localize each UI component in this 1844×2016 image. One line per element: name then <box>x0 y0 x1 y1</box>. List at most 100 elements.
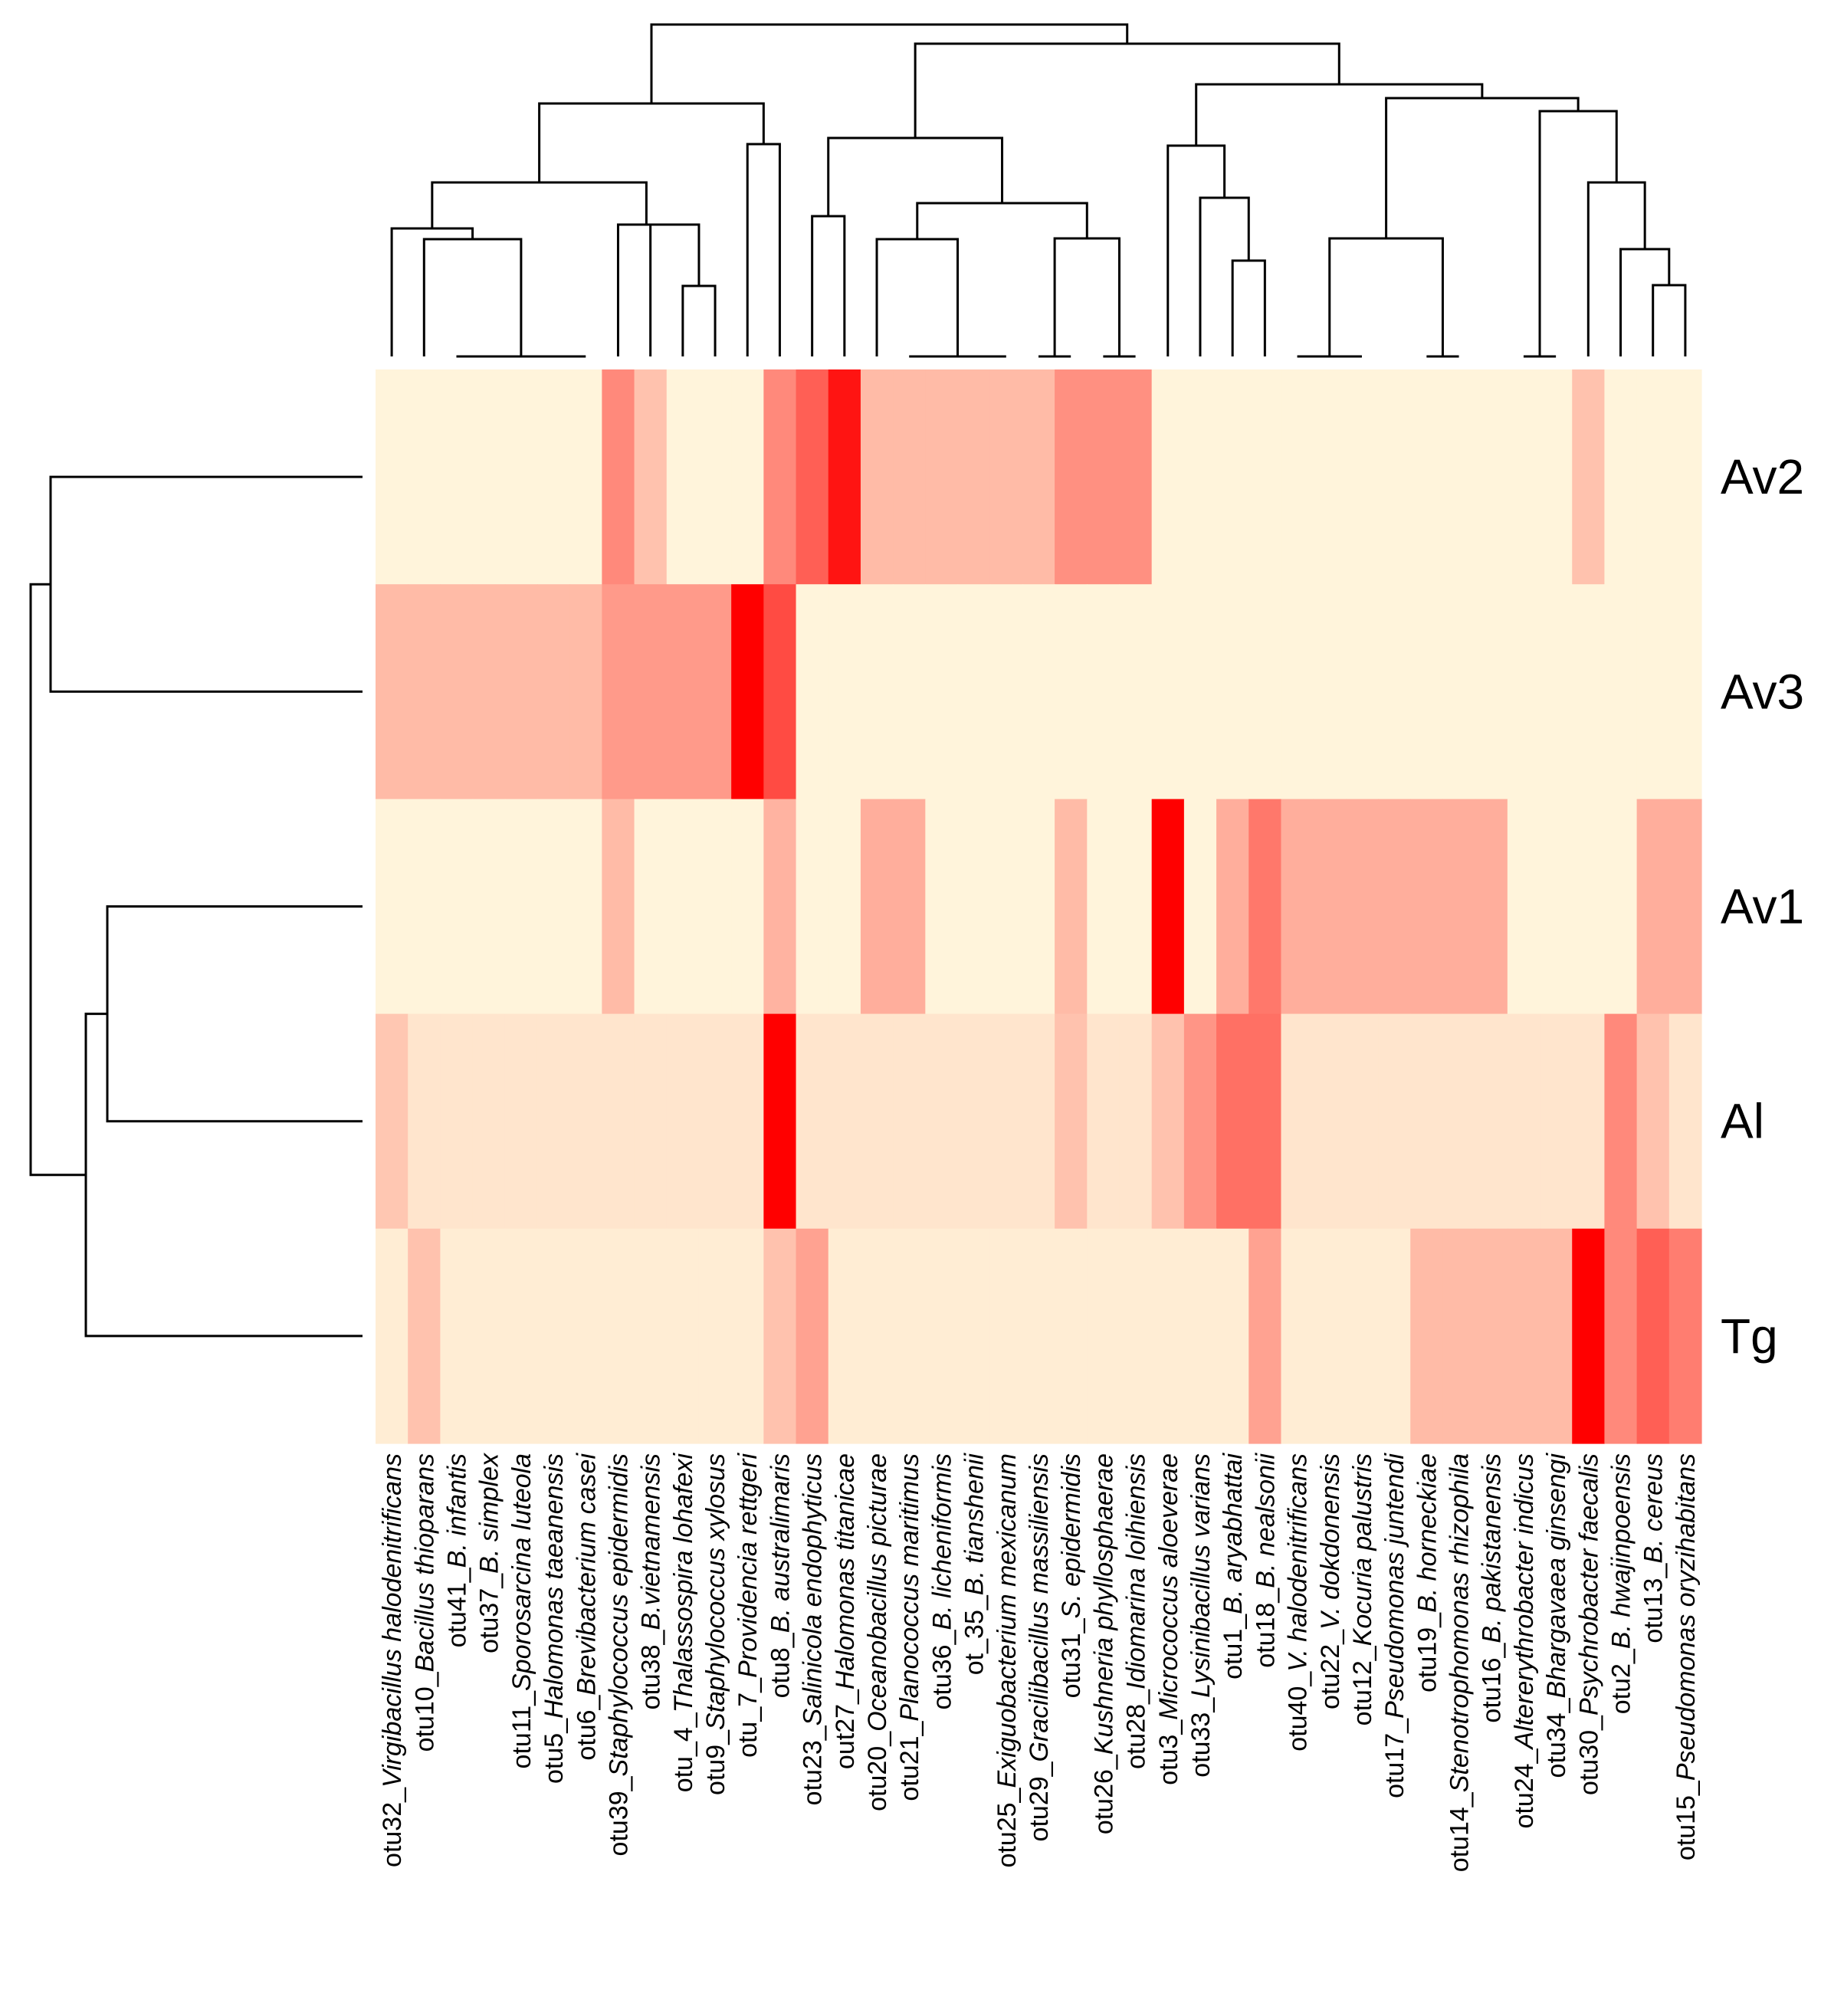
column-label: otu15_Pseudomonas oryzihabitans <box>1672 1453 1701 1860</box>
column-label: otu16_B. pakistanensis <box>1478 1453 1507 1723</box>
heatmap-cell-Av1-15 <box>828 799 861 1015</box>
heatmap-cell-Av1-29 <box>1281 799 1314 1015</box>
heatmap-cell-Al-33 <box>1410 1013 1444 1230</box>
heatmap-cell-Av1-2 <box>408 799 441 1015</box>
heatmap-cell-Av3-1 <box>376 584 409 800</box>
heatmap-cell-Av2-19 <box>957 369 991 585</box>
heatmap-cell-Av1-23 <box>1087 799 1121 1015</box>
heatmap-cell-Av3-25 <box>1151 584 1185 800</box>
heatmap-cell-Av3-34 <box>1442 584 1476 800</box>
heatmap-cell-Al-12 <box>731 1013 764 1230</box>
heatmap-cell-Al-31 <box>1345 1013 1379 1230</box>
column-dendrogram <box>29 23 1687 1338</box>
heatmap-cell-Al-36 <box>1507 1013 1540 1230</box>
heatmap-cell-Av2-39 <box>1604 369 1638 585</box>
dendrogram-branch <box>650 23 1129 103</box>
column-label: otu12_Kocuria palustris <box>1348 1453 1377 1725</box>
column-label: otu6_Brevibacterium casei <box>572 1453 601 1761</box>
column-label: out27_Halomonas titanicae <box>831 1453 860 1769</box>
heatmap-cell-Av2-9 <box>634 369 668 585</box>
heatmap-cell-Tg-2 <box>408 1228 441 1444</box>
heatmap-cell-Tg-12 <box>731 1228 764 1444</box>
heatmap-cell-Av2-40 <box>1636 369 1670 585</box>
heatmap-cell-Tg-14 <box>796 1228 829 1444</box>
heatmap-cell-Tg-35 <box>1475 1228 1508 1444</box>
heatmap-cell-Av3-13 <box>763 584 797 800</box>
heatmap-cell-Av2-10 <box>666 369 700 585</box>
dendrogram-branch <box>1053 237 1121 356</box>
heatmap-cell-Av1-37 <box>1540 799 1573 1015</box>
column-label: otu1_B. aryabhattai <box>1219 1453 1248 1679</box>
dendrogram-branch <box>1385 97 1580 238</box>
heatmap-cell-Av1-33 <box>1410 799 1444 1015</box>
heatmap-cell-Av3-39 <box>1604 584 1638 800</box>
column-label: otu2_B. hwajinpoensis <box>1607 1453 1636 1714</box>
heatmap-cell-Tg-41 <box>1668 1228 1702 1444</box>
heatmap-cell-Al-24 <box>1119 1013 1153 1230</box>
heatmap-cell-Av3-36 <box>1507 584 1540 800</box>
heatmap-cell-Av3-41 <box>1668 584 1702 800</box>
heatmap-cell-Av1-1 <box>376 799 409 1015</box>
column-label: otu17_Pseudomonas juntendi <box>1380 1453 1409 1798</box>
heatmap-cell-Al-26 <box>1183 1013 1217 1230</box>
heatmap-cell-Av3-4 <box>472 584 506 800</box>
column-label: otu31_S. epidermidis <box>1057 1453 1086 1698</box>
heatmap-cell-Tg-4 <box>472 1228 506 1444</box>
heatmap-cell-Av3-6 <box>536 584 570 800</box>
dendrogram-branch <box>681 284 717 356</box>
heatmap-cell-Av1-34 <box>1442 799 1476 1015</box>
heatmap-cell-Av3-12 <box>731 584 764 800</box>
heatmap-cell-Av3-23 <box>1087 584 1121 800</box>
heatmap-cell-Av2-17 <box>893 369 926 585</box>
heatmap-cell-Av3-26 <box>1183 584 1217 800</box>
heatmap-cell-Av1-32 <box>1378 799 1411 1015</box>
heatmap-cell-Tg-23 <box>1087 1228 1121 1444</box>
heatmap-cell-Av2-29 <box>1281 369 1314 585</box>
heatmap-cell-Av3-35 <box>1475 584 1508 800</box>
heatmap-cell-Al-16 <box>860 1013 894 1230</box>
heatmap-cell-Al-7 <box>569 1013 602 1230</box>
heatmap-cell-Av3-29 <box>1281 584 1314 800</box>
heatmap-cell-Al-27 <box>1216 1013 1249 1230</box>
heatmap-cell-Av2-25 <box>1151 369 1185 585</box>
heatmap-cell-Av3-8 <box>602 584 635 800</box>
heatmap-cell-Av2-23 <box>1087 369 1121 585</box>
column-label: otu39_Staphylococcus epidermidis <box>605 1453 634 1856</box>
heatmap-cell-Av2-12 <box>731 369 764 585</box>
heatmap-cell-Av1-5 <box>504 799 538 1015</box>
row-label-av2: Av2 <box>1721 449 1804 504</box>
row-dendrogram-branch <box>84 1013 363 1338</box>
column-label: otu22_V. dokdonensis <box>1316 1453 1345 1709</box>
heatmap-cell-Al-18 <box>925 1013 959 1230</box>
column-label: otu29_Gracilibacillus massiliensis <box>1025 1453 1054 1841</box>
column-label: otu21_Planococcus maritimus <box>895 1453 924 1801</box>
column-label: otu3_Micrococcus aloeverae <box>1154 1453 1183 1785</box>
heatmap-cell-Av3-40 <box>1636 584 1670 800</box>
heatmap-cell-Av3-2 <box>408 584 441 800</box>
row-dendrogram-branch <box>49 475 363 693</box>
heatmap-cell-Tg-15 <box>828 1228 861 1444</box>
heatmap-cell-Av2-13 <box>763 369 797 585</box>
column-label: otu5_Halomonas taeanensis <box>540 1453 569 1784</box>
heatmap-cell-Al-22 <box>1055 1013 1088 1230</box>
row-dendrogram-branch <box>29 583 86 1177</box>
column-label: otu14_Stenotrophomonas rhizophila <box>1445 1453 1475 1872</box>
heatmap-cell-Al-5 <box>504 1013 538 1230</box>
dendrogram-branch <box>1538 110 1618 356</box>
heatmap-cell-Av3-28 <box>1248 584 1282 800</box>
heatmap-cell-Tg-18 <box>925 1228 959 1444</box>
heatmap-cell-Al-15 <box>828 1013 861 1230</box>
heatmap-cell-Av1-36 <box>1507 799 1540 1015</box>
heatmap-cell-Al-10 <box>666 1013 700 1230</box>
heatmap-cells <box>376 369 1702 1444</box>
heatmap-cell-Tg-39 <box>1604 1228 1638 1444</box>
dendrogram-branch <box>875 238 960 356</box>
row-label-av1: Av1 <box>1721 879 1804 934</box>
dendrogram-branch <box>1199 196 1250 356</box>
column-label: otu40_V. halodenitrificans <box>1284 1453 1313 1752</box>
heatmap-cell-Av1-30 <box>1313 799 1347 1015</box>
column-label: otu23_Salinicola endophyticus <box>799 1453 828 1805</box>
heatmap-cell-Av2-36 <box>1507 369 1540 585</box>
heatmap-cell-Av2-38 <box>1572 369 1606 585</box>
heatmap-cell-Av2-1 <box>376 369 409 585</box>
